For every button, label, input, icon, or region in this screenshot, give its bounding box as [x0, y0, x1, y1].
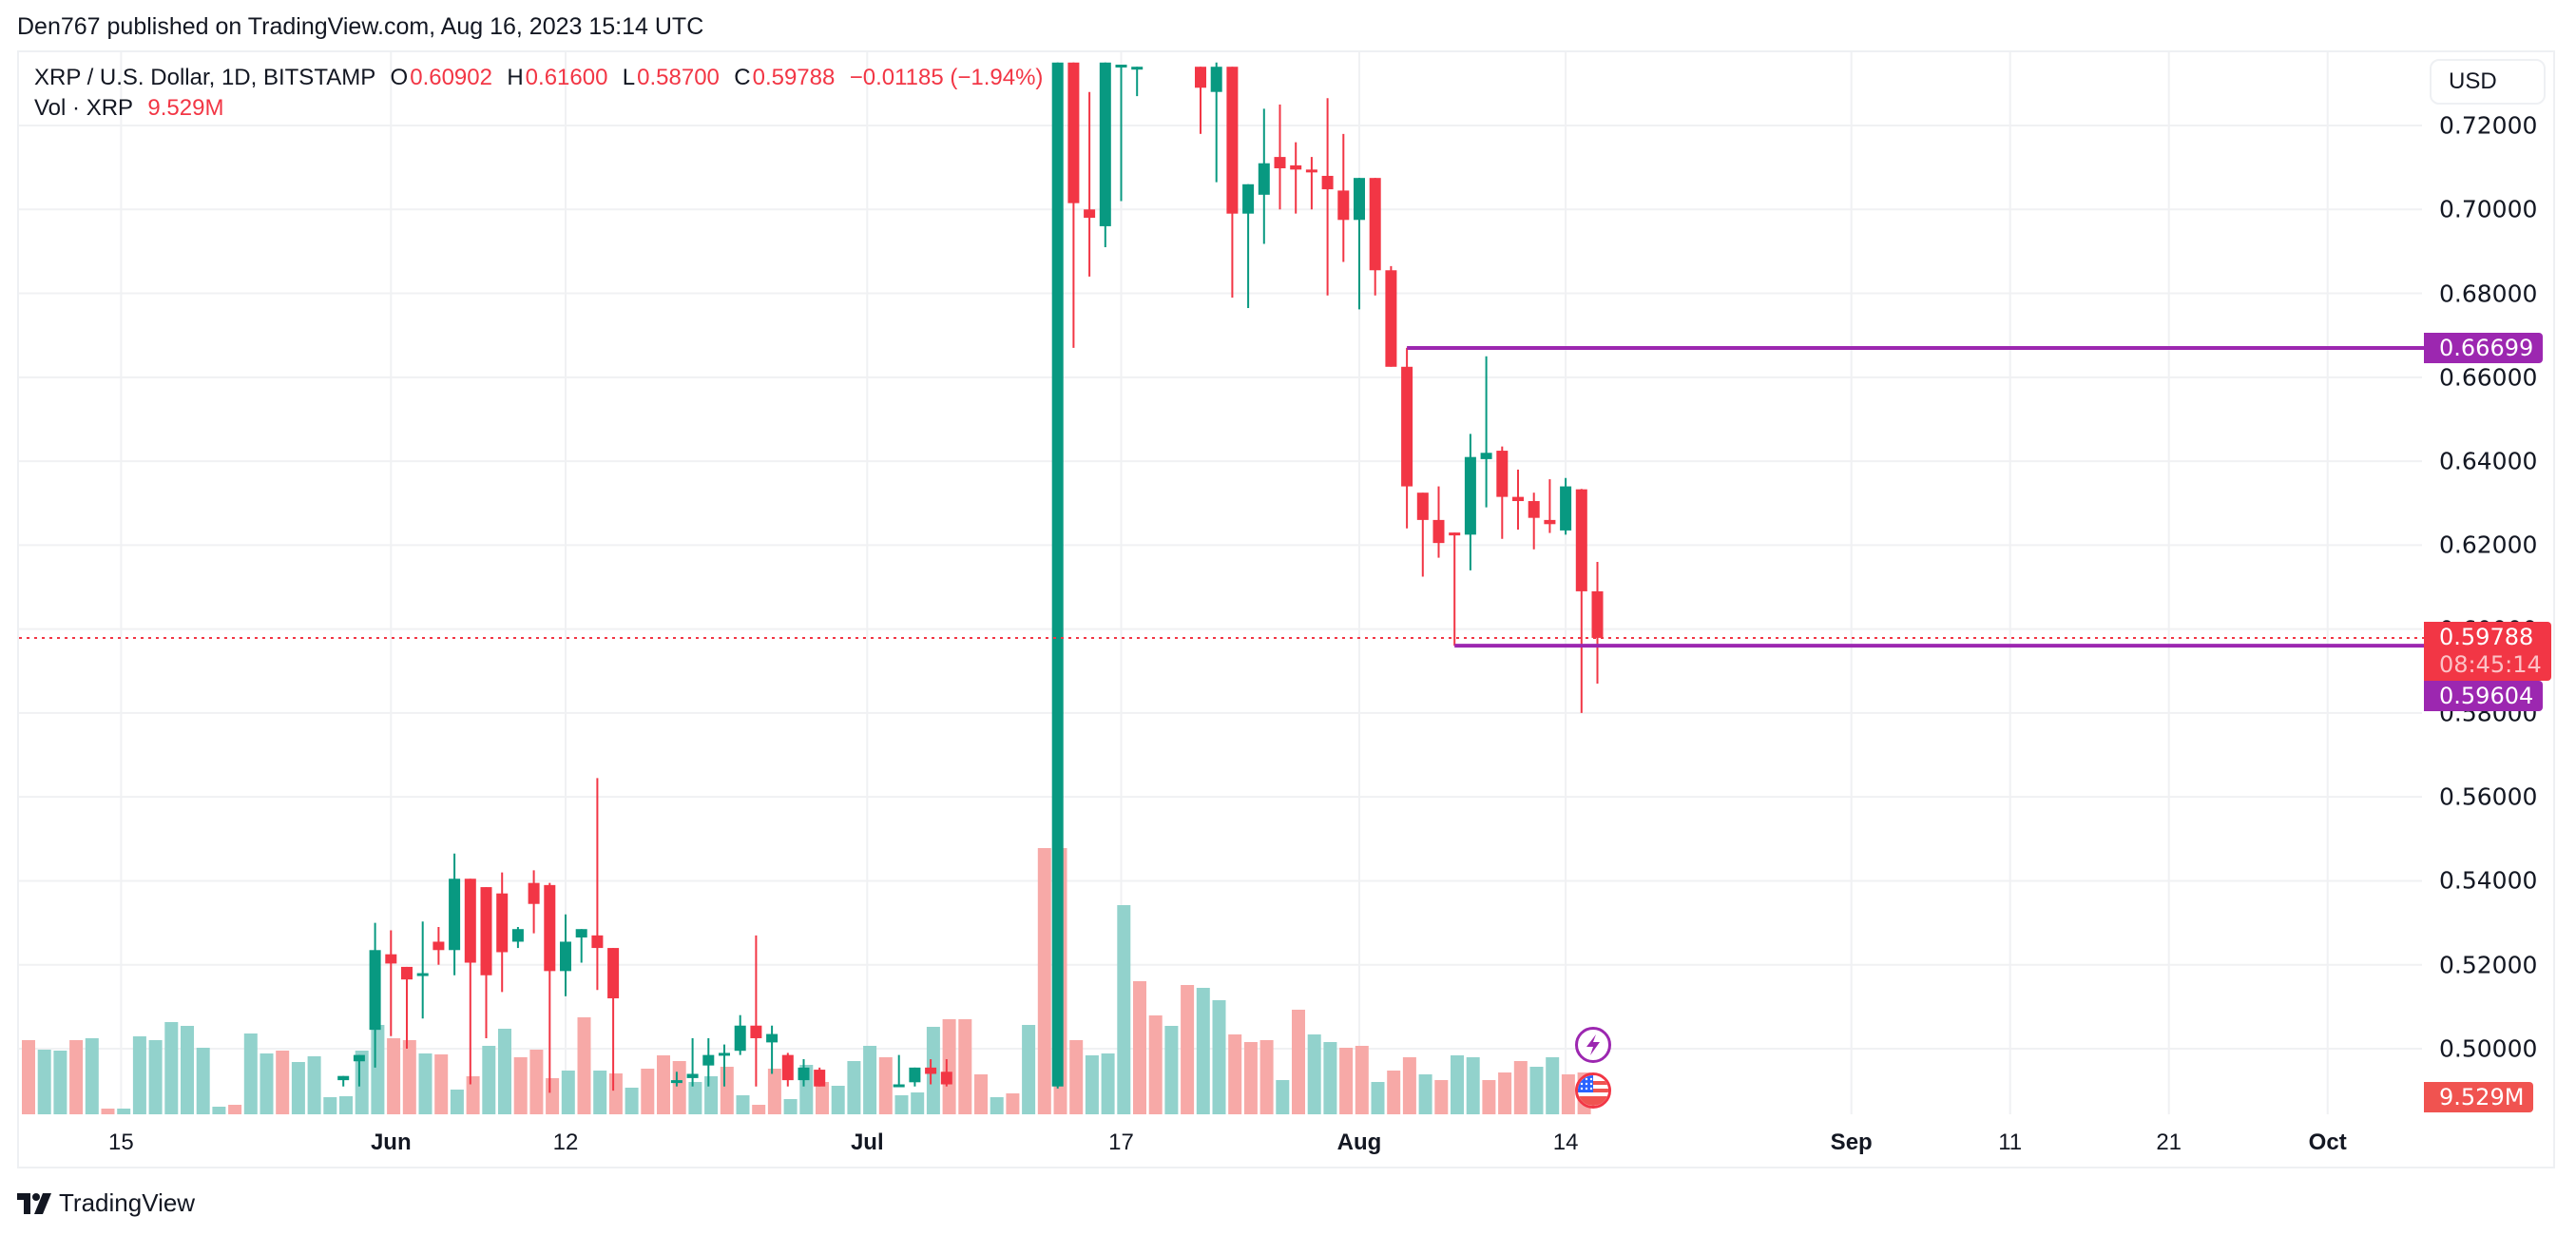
time-tick-label: 12: [552, 1130, 579, 1155]
last-price-value: 0.59788: [2439, 624, 2534, 650]
lightning-event-icon[interactable]: [1575, 1027, 1611, 1063]
candlesticks: [337, 62, 1604, 1093]
tradingview-logo[interactable]: TradingView: [17, 1188, 195, 1218]
currency-button[interactable]: USD: [2430, 59, 2546, 105]
open-value: 0.60902: [410, 65, 492, 90]
time-tick-label: Jul: [850, 1130, 884, 1155]
price-tick-label: 0.56000: [2439, 782, 2538, 811]
price-tick-label: 0.68000: [2439, 280, 2538, 308]
open-label: O: [390, 65, 409, 90]
price-tick-label: 0.70000: [2439, 195, 2538, 223]
symbol-title[interactable]: XRP / U.S. Dollar, 1D, BITSTAMP: [34, 65, 376, 90]
time-tick-label: 17: [1108, 1130, 1134, 1155]
price-tick-label: 0.72000: [2439, 111, 2538, 140]
symbol-legend: XRP / U.S. Dollar, 1D, BITSTAMP O0.60902…: [34, 63, 1045, 124]
time-tick-label: Oct: [2308, 1130, 2347, 1155]
volume-value: 9.529M: [147, 95, 224, 121]
last-price-tag: 0.59788 08:45:14: [2424, 622, 2551, 681]
us-flag-event-icon[interactable]: [1575, 1072, 1611, 1109]
high-label: H: [507, 65, 524, 90]
time-tick-label: Sep: [1830, 1130, 1873, 1155]
high-value: 0.61600: [525, 65, 608, 90]
published-caption: Den767 published on TradingView.com, Aug…: [17, 13, 704, 40]
chart-frame[interactable]: [17, 50, 2555, 1168]
time-tick-label: 11: [1998, 1130, 2023, 1155]
time-tick-label: 14: [1552, 1130, 1579, 1155]
price-tick-label: 0.50000: [2439, 1034, 2538, 1063]
grid-lines: [19, 52, 2422, 1114]
low-value: 0.58700: [637, 65, 720, 90]
price-tick-label: 0.64000: [2439, 447, 2538, 475]
low-label: L: [622, 65, 636, 90]
price-tick-label: 0.66000: [2439, 363, 2538, 392]
ohlc-row: XRP / U.S. Dollar, 1D, BITSTAMP O0.60902…: [34, 63, 1045, 93]
volume-tag: 9.529M: [2424, 1082, 2534, 1112]
time-tick-label: Aug: [1336, 1130, 1382, 1155]
resistance-price-tag: 0.66699: [2424, 333, 2544, 363]
volume-label[interactable]: Vol · XRP: [34, 95, 134, 121]
price-tick-label: 0.54000: [2439, 866, 2538, 895]
brand-name: TradingView: [59, 1188, 196, 1217]
horizontal-levels: [19, 345, 2426, 648]
time-tick-label: 21: [2156, 1130, 2182, 1155]
bar-countdown: 08:45:14: [2439, 651, 2542, 678]
support-price-tag: 0.59604: [2424, 681, 2544, 711]
change-value: −0.01185 (−1.94%): [849, 65, 1044, 90]
volume-row: Vol · XRP 9.529M: [34, 93, 1045, 124]
time-tick-label: 15: [108, 1130, 134, 1155]
close-label: C: [734, 65, 751, 90]
price-tick-label: 0.62000: [2439, 531, 2538, 559]
price-tick-label: 0.52000: [2439, 951, 2538, 979]
tradingview-logo-icon: [17, 1192, 51, 1214]
volume-bars: [22, 848, 1591, 1114]
time-tick-label: Jun: [370, 1130, 412, 1155]
close-value: 0.59788: [752, 65, 836, 90]
